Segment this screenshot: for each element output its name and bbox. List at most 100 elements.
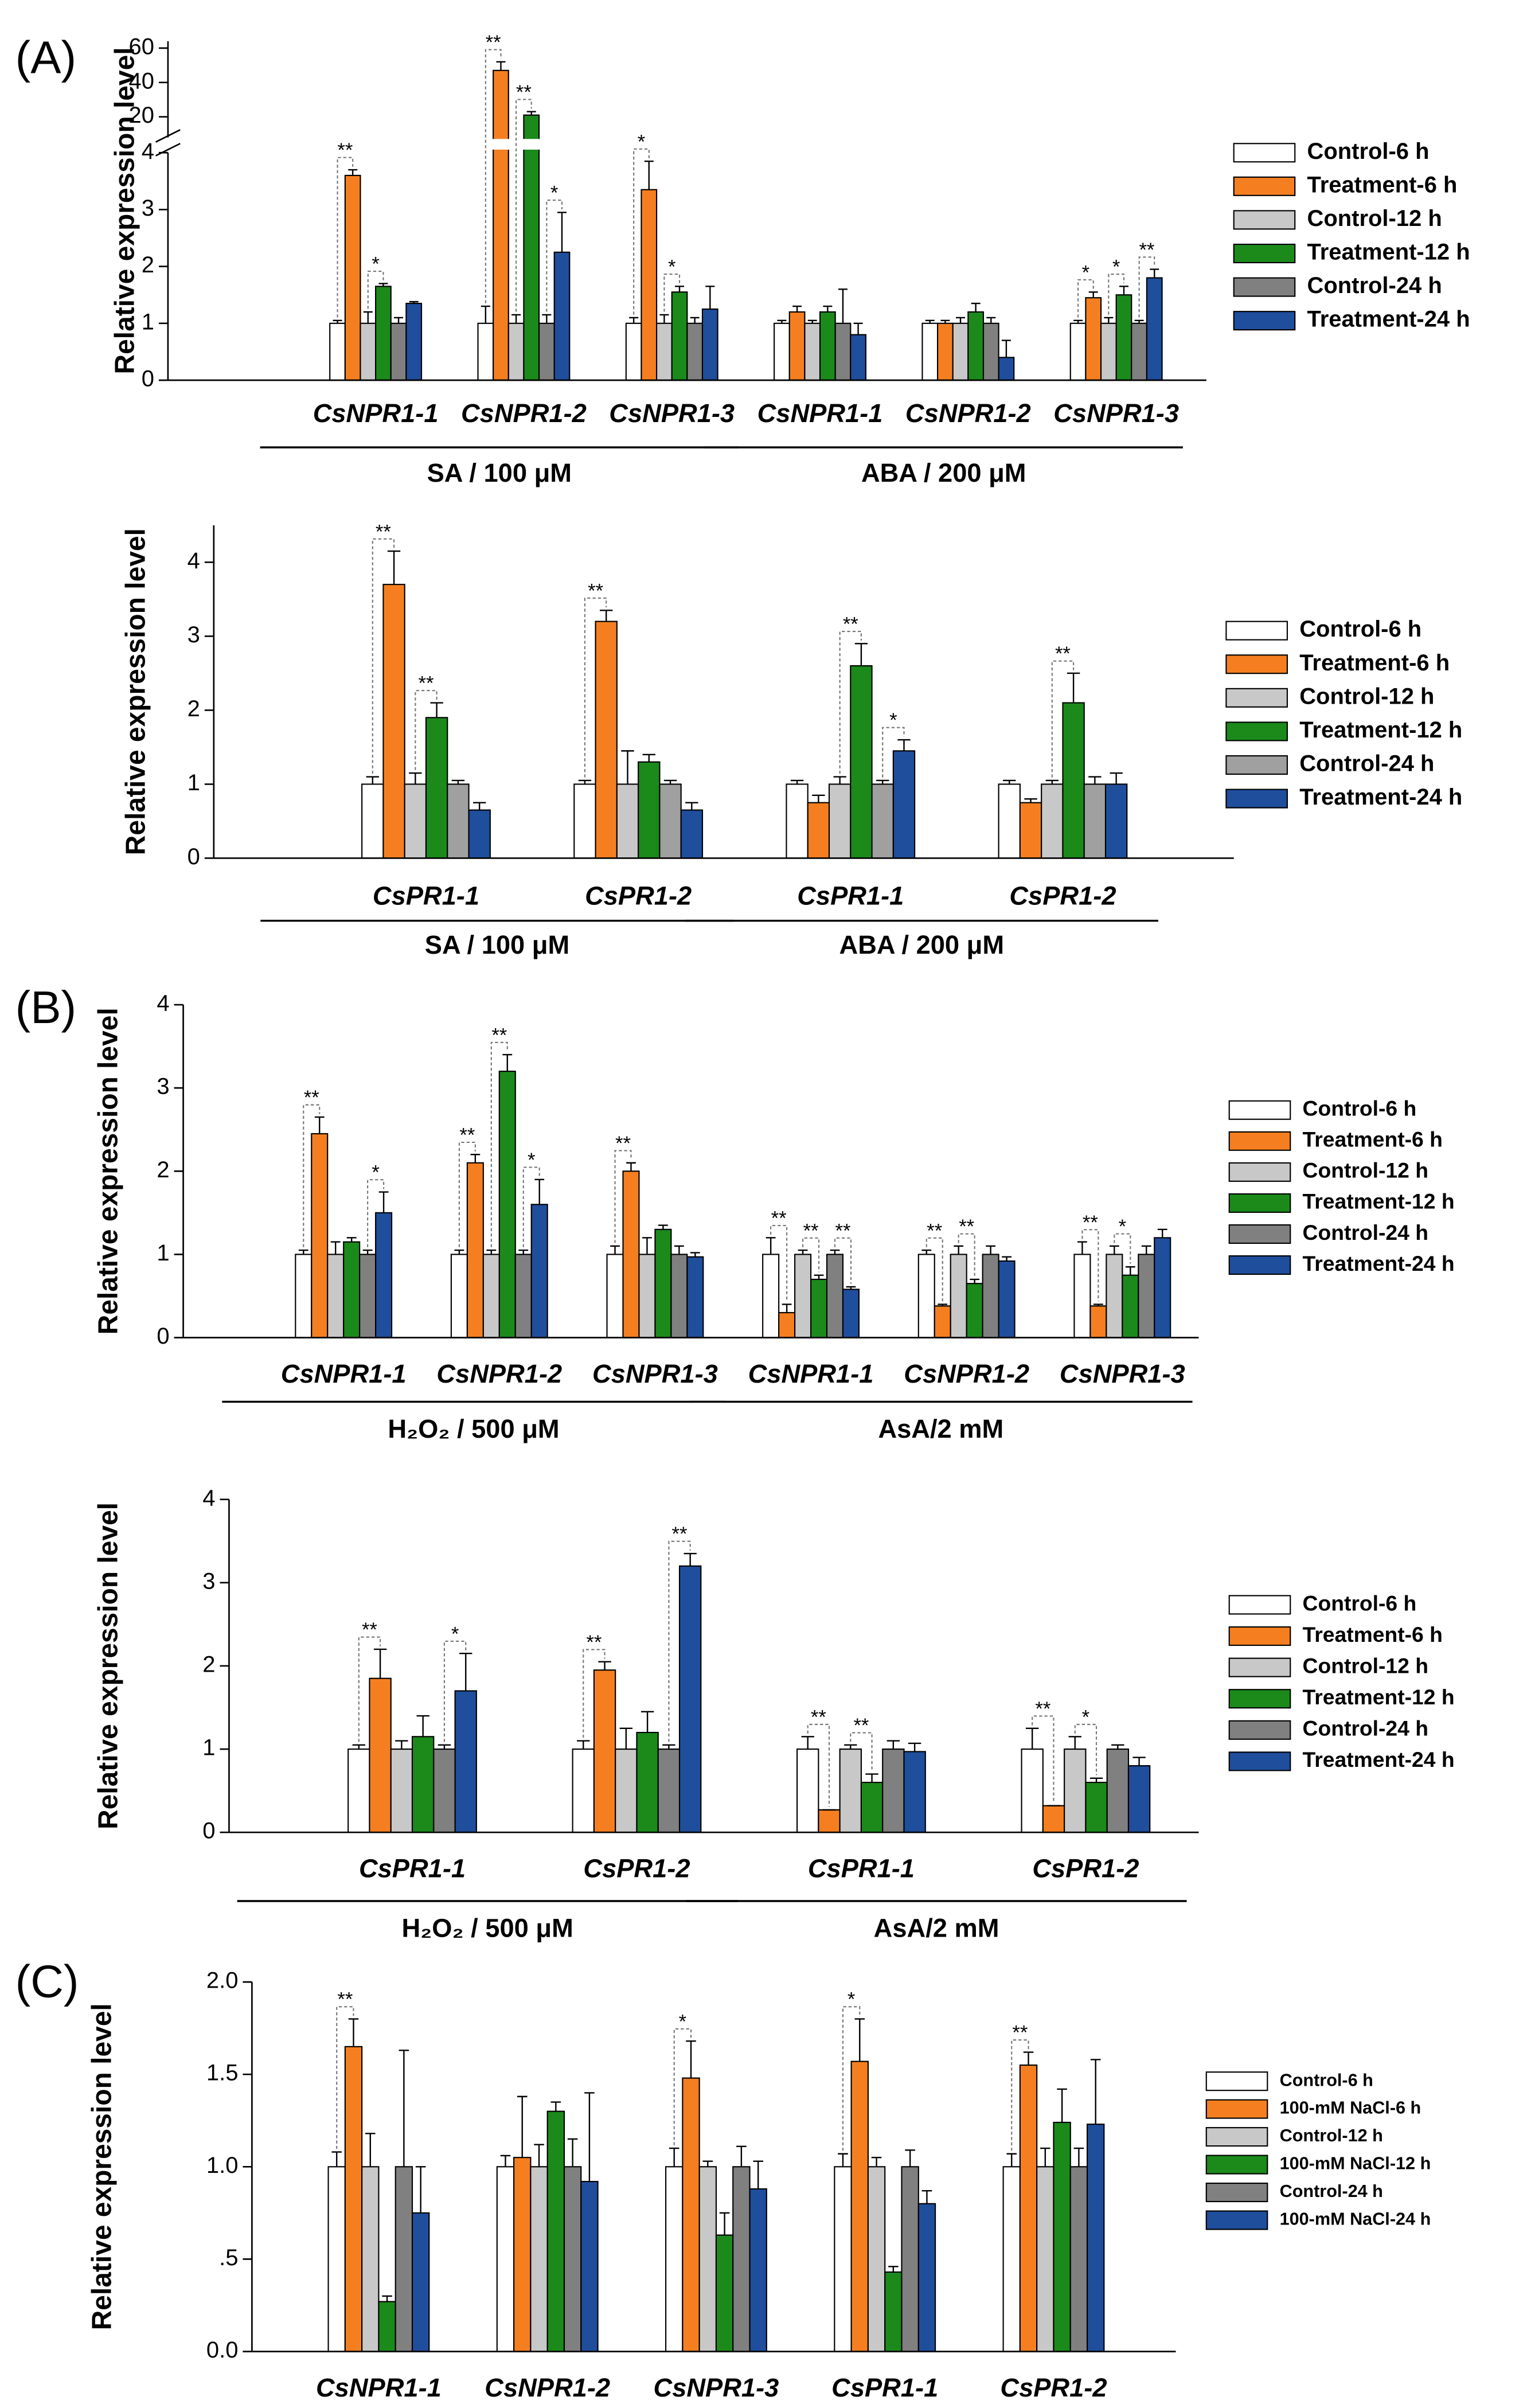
bar (884, 2271, 903, 2352)
error-bar (629, 317, 639, 323)
error-bar (777, 319, 787, 323)
bar (1089, 1305, 1107, 1338)
error-bar (675, 286, 685, 292)
bar (360, 322, 377, 381)
group-label: H₂O₂ / 500 μM (402, 1914, 573, 1943)
bar (998, 1260, 1016, 1338)
legend-label: Treatment-12 h (1303, 1685, 1455, 1709)
y-axis-label: Relative expression level (93, 1008, 123, 1334)
significance-bracket (443, 1640, 467, 1742)
error-bar (395, 1740, 408, 1750)
bar (934, 1305, 951, 1338)
bar (514, 1254, 532, 1338)
bar (573, 783, 596, 859)
significance-label: ** (853, 1715, 869, 1736)
bar (657, 1749, 681, 1833)
bar (622, 1170, 640, 1338)
significance-label: ** (337, 139, 353, 161)
error-bar (454, 1249, 464, 1255)
bar (636, 1731, 659, 1833)
bar (715, 2234, 734, 2352)
significance-label: ** (803, 1220, 819, 1242)
error-bar (674, 1245, 684, 1255)
y-tick-label: 40 (129, 68, 154, 93)
error-bar (686, 2040, 696, 2078)
bar (580, 2181, 599, 2352)
error-bar (1006, 2153, 1017, 2167)
y-tick-label: 3 (157, 1074, 169, 1099)
significance-label: * (668, 256, 675, 278)
error-bar (481, 305, 490, 323)
error-bar (577, 1740, 590, 1750)
error-bar (854, 2018, 865, 2062)
category-label: CsPR1-2 (1032, 1854, 1139, 1883)
bar (425, 717, 448, 859)
significance-bracket (882, 727, 905, 778)
bar (670, 1254, 688, 1338)
legend-swatch (1225, 721, 1288, 741)
error-bar (641, 1711, 654, 1733)
bar (382, 584, 405, 859)
bar (606, 1254, 624, 1338)
bar (411, 2212, 430, 2352)
error-bar (658, 1224, 668, 1230)
category-label: CsNPR1-3 (609, 399, 735, 428)
significance-bracket (367, 271, 384, 309)
significance-label: ** (516, 81, 532, 103)
category-label: CsNPR1-3 (654, 2373, 779, 2402)
significance-label: ** (1139, 239, 1154, 261)
legend-swatch (1205, 2210, 1268, 2230)
error-bar (807, 319, 817, 323)
significance-label: * (889, 709, 897, 731)
legend-label: Control-24 h (1303, 1716, 1428, 1740)
y-tick-label: 4 (188, 548, 200, 573)
error-bar (659, 314, 669, 323)
legend-label: Control-12 h (1299, 684, 1434, 709)
bar (982, 322, 999, 381)
bar (572, 1749, 595, 1833)
panel-label: (C) (15, 1956, 79, 2007)
category-label: CsNPR1-2 (905, 399, 1031, 428)
bar (1138, 1254, 1155, 1338)
legend-label: 100-mM NaCl-6 h (1280, 2098, 1421, 2118)
error-bar (352, 1744, 365, 1750)
legend-swatch (1228, 1224, 1291, 1244)
group-label: AsA/2 mM (878, 1414, 1003, 1443)
legend-swatch (1205, 2182, 1268, 2203)
significance-label: ** (362, 1619, 377, 1641)
y-tick-label: 0 (142, 366, 154, 392)
bar (680, 809, 704, 859)
error-bar (557, 212, 567, 252)
category-label: CsNPR1-1 (748, 1359, 874, 1388)
bar (842, 1289, 860, 1338)
bar (982, 1254, 999, 1338)
significance-label: * (1082, 1706, 1089, 1728)
bar (819, 311, 836, 381)
bar (1127, 1765, 1151, 1833)
error-bar (314, 1116, 325, 1134)
significance-bracket (839, 630, 862, 774)
significance-label: * (372, 1162, 379, 1184)
error-bar (1104, 317, 1114, 323)
error-bar (621, 750, 634, 785)
error-bar (1088, 776, 1102, 785)
error-bar (1150, 268, 1159, 278)
bar (794, 1254, 812, 1338)
bar (447, 783, 470, 859)
significance-bracket (1138, 256, 1155, 318)
bar (698, 2166, 717, 2352)
legend-label: Control-6 h (1303, 1591, 1417, 1615)
category-label: CsNPR1-2 (485, 2373, 610, 2402)
error-bar (642, 1237, 652, 1255)
bar (405, 303, 423, 381)
axis-break-gap (169, 139, 1208, 150)
category-label: CsPR1-2 (1000, 2373, 1107, 2402)
error-bar (954, 1245, 964, 1255)
error-bar (373, 1648, 387, 1679)
bar (493, 69, 509, 381)
bar (641, 189, 658, 381)
error-bar (470, 1154, 481, 1163)
bar (804, 322, 821, 381)
bar (347, 1749, 370, 1833)
bar (860, 1782, 884, 1833)
